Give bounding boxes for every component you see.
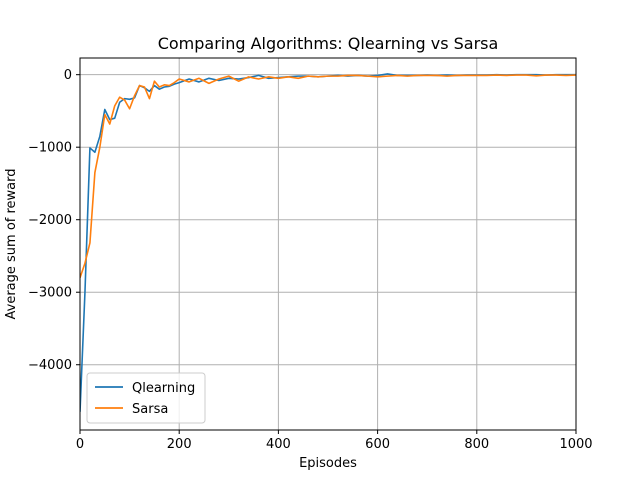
y-tick-label: −3000 (28, 286, 72, 301)
x-tick-label: 200 (167, 437, 192, 452)
y-tick-label: −2000 (28, 213, 72, 228)
x-tick-label: 0 (76, 437, 84, 452)
plot-frame (79, 57, 577, 431)
y-tick-label: 0 (64, 68, 72, 83)
y-tick-label: −1000 (28, 141, 72, 156)
x-tick-label: 400 (266, 437, 291, 452)
series-layer (80, 73, 576, 412)
y-tick-label: −4000 (28, 358, 72, 373)
legend-box (86, 372, 206, 424)
chart-title: Comparing Algorithms: Qlearning vs Sarsa (158, 34, 499, 53)
plot-area (80, 58, 576, 430)
x-axis: 0 200 400 600 800 1000 (76, 430, 593, 452)
series-line-sarsa (80, 74, 576, 278)
legend: Qlearning Sarsa (86, 372, 206, 424)
y-axis-label: Average sum of reward (4, 168, 19, 319)
x-tick-label: 800 (464, 437, 489, 452)
legend-label-qlearning: Qlearning (132, 381, 195, 396)
x-tick-label: 600 (365, 437, 390, 452)
y-axis: 0 −1000 −2000 −3000 −4000 (28, 68, 80, 373)
legend-label-sarsa: Sarsa (132, 402, 168, 417)
x-axis-label: Episodes (299, 456, 357, 471)
x-tick-label: 1000 (559, 437, 592, 452)
